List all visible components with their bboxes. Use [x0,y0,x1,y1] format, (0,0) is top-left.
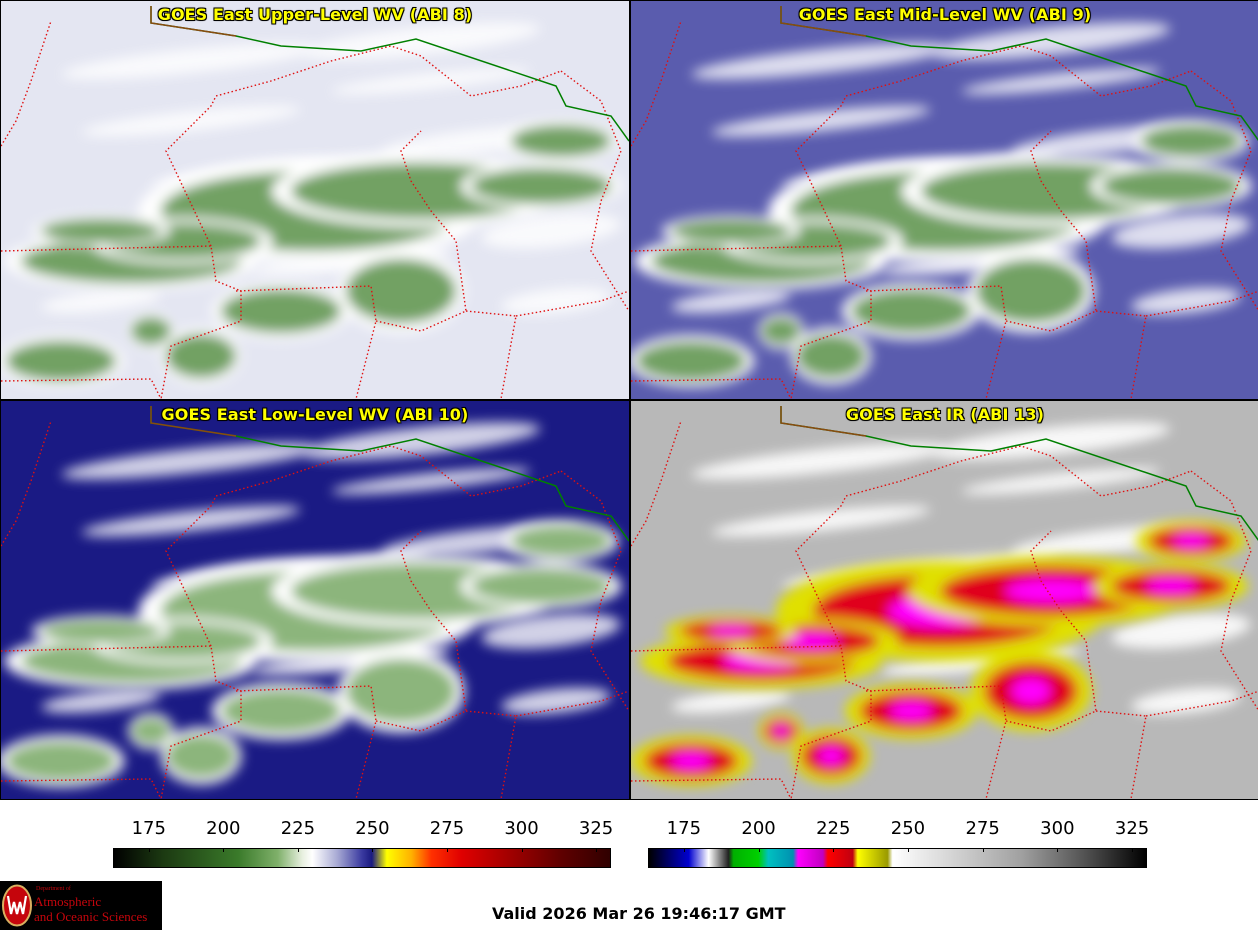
colorbar-tick-label: 275 [429,818,465,839]
panel-low-level-wv: GOES East Low-Level WV (ABI 10) [0,400,630,800]
colorbar-tick-mark [596,848,598,852]
colorbar-gradient [648,848,1147,868]
uw-crest-icon [2,884,32,927]
colorbar-tick-label: 200 [206,818,241,839]
colorbar-tick-label: 250 [355,818,390,839]
colorbar-tick-label: 275 [965,818,1000,839]
logo-department: Department of [36,886,71,892]
cloud-tops [631,521,1248,786]
colorbar-tick-mark [758,848,760,852]
boundaries [631,6,1258,399]
panel-ir: GOES East IR (ABI 13) [630,400,1258,800]
colorbar-tick-label: 250 [890,818,926,839]
colorbar-tick-mark [372,848,374,852]
boundaries [1,6,629,399]
colorbar-ticks: 175 200 225 250 275 300 325 [113,818,614,844]
colorbar-tick-mark [1132,848,1134,852]
colorbar-tick-label: 225 [280,818,316,839]
panel-mid-level-wv: GOES East Mid-Level WV (ABI 9) [630,0,1258,400]
colorbar-tick-mark [833,848,835,852]
colorbar-tick-label: 325 [578,818,614,839]
colorbar-wv: 175 200 225 250 275 300 325 [113,818,614,872]
cloud-tops [631,120,1252,387]
colorbar-tick-mark [683,848,685,852]
panel-title: GOES East Low-Level WV (ABI 10) [161,405,469,424]
colorbar-ir: 175 200 225 250 275 300 325 [648,818,1150,872]
colorbar-tick-label: 225 [816,818,851,839]
colorbar-tick-mark [907,848,909,852]
satellite-image-upper-wv [1,1,629,399]
colorbar-tick-label: 175 [666,818,702,839]
boundaries [631,406,1258,799]
colorbar-tick-mark [223,848,225,852]
boundaries [1,406,629,799]
colorbar-tick-label: 325 [1114,818,1150,839]
colorbar-tick-label: 300 [1040,818,1075,839]
panel-title: GOES East IR (ABI 13) [845,405,1045,424]
panel-title: GOES East Upper-Level WV (ABI 8) [157,5,473,24]
colorbar-tick-mark [982,848,984,852]
colorbar-tick-mark [521,848,523,852]
satellite-image-ir [631,401,1258,799]
colorbar-tick-label: 175 [131,818,166,839]
colorbar-tick-mark [148,848,150,852]
panel-upper-level-wv: GOES East Upper-Level WV (ABI 8) [0,0,630,400]
colorbar-tick-mark [1057,848,1059,852]
logo-atmospheric: Atmospheric [34,894,102,909]
logo-oceanic: and Oceanic Sciences [34,909,148,924]
panel-title: GOES East Mid-Level WV (ABI 9) [798,5,1092,24]
aos-logo: Department of Atmospheric and Oceanic Sc… [0,881,162,930]
colorbar-tick-label: 200 [741,818,776,839]
colorbar-gradient [113,848,611,868]
colorbar-tick-mark [446,848,448,852]
colorbar-tick-mark [297,848,299,852]
colorbar-tick-label: 300 [504,818,539,839]
valid-timestamp: Valid 2026 Mar 26 19:46:17 GMT [492,904,786,923]
colorbar-ticks: 175 200 225 250 275 300 325 [648,818,1150,844]
satellite-image-low-wv [1,401,629,799]
satellite-image-mid-wv [631,1,1258,399]
